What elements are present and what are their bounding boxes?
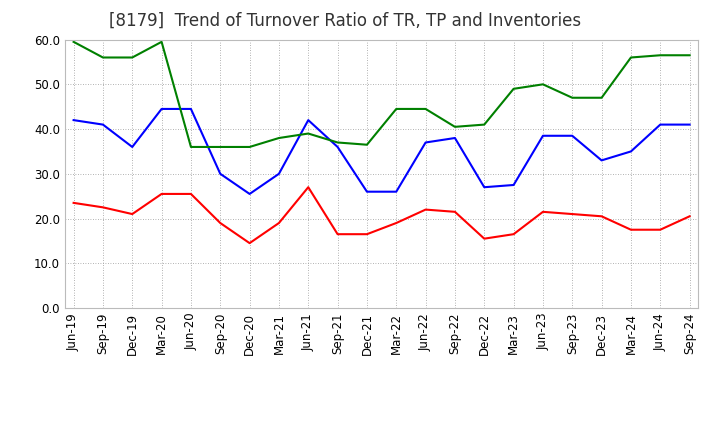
Trade Payables — [363, 189, 372, 194]
Line: Inventories: Inventories — [73, 42, 690, 147]
Trade Payables — [333, 144, 342, 150]
Line: Trade Payables: Trade Payables — [73, 109, 690, 194]
Inventories — [333, 140, 342, 145]
Inventories — [157, 39, 166, 44]
Trade Payables — [509, 182, 518, 187]
Trade Receivables — [480, 236, 489, 241]
Trade Payables — [128, 144, 137, 150]
Trade Receivables — [128, 211, 137, 216]
Text: [8179]  Trend of Turnover Ratio of TR, TP and Inventories: [8179] Trend of Turnover Ratio of TR, TP… — [109, 12, 581, 30]
Trade Payables — [598, 158, 606, 163]
Trade Payables — [568, 133, 577, 139]
Trade Payables — [480, 185, 489, 190]
Trade Receivables — [568, 211, 577, 216]
Inventories — [69, 39, 78, 44]
Inventories — [216, 144, 225, 150]
Trade Receivables — [216, 220, 225, 226]
Trade Receivables — [304, 185, 312, 190]
Inventories — [656, 53, 665, 58]
Inventories — [274, 136, 283, 141]
Trade Payables — [685, 122, 694, 127]
Inventories — [451, 124, 459, 129]
Trade Payables — [216, 171, 225, 176]
Inventories — [568, 95, 577, 100]
Trade Receivables — [246, 241, 254, 246]
Trade Receivables — [626, 227, 635, 232]
Inventories — [186, 144, 195, 150]
Trade Receivables — [363, 231, 372, 237]
Trade Receivables — [157, 191, 166, 197]
Trade Payables — [99, 122, 107, 127]
Trade Payables — [392, 189, 400, 194]
Trade Payables — [421, 140, 430, 145]
Trade Receivables — [392, 220, 400, 226]
Trade Payables — [304, 117, 312, 123]
Trade Receivables — [509, 231, 518, 237]
Inventories — [392, 106, 400, 112]
Trade Receivables — [99, 205, 107, 210]
Trade Receivables — [656, 227, 665, 232]
Inventories — [363, 142, 372, 147]
Trade Receivables — [69, 200, 78, 205]
Trade Payables — [157, 106, 166, 112]
Trade Payables — [656, 122, 665, 127]
Trade Payables — [186, 106, 195, 112]
Inventories — [246, 144, 254, 150]
Trade Payables — [451, 136, 459, 141]
Inventories — [539, 82, 547, 87]
Inventories — [480, 122, 489, 127]
Inventories — [304, 131, 312, 136]
Trade Payables — [246, 191, 254, 197]
Trade Payables — [69, 117, 78, 123]
Inventories — [421, 106, 430, 112]
Inventories — [626, 55, 635, 60]
Trade Receivables — [685, 214, 694, 219]
Trade Receivables — [333, 231, 342, 237]
Trade Payables — [539, 133, 547, 139]
Inventories — [99, 55, 107, 60]
Inventories — [598, 95, 606, 100]
Trade Receivables — [539, 209, 547, 214]
Trade Receivables — [598, 214, 606, 219]
Trade Payables — [274, 171, 283, 176]
Inventories — [509, 86, 518, 92]
Trade Receivables — [186, 191, 195, 197]
Trade Receivables — [421, 207, 430, 212]
Trade Receivables — [451, 209, 459, 214]
Trade Receivables — [274, 220, 283, 226]
Line: Trade Receivables: Trade Receivables — [73, 187, 690, 243]
Inventories — [128, 55, 137, 60]
Trade Payables — [626, 149, 635, 154]
Inventories — [685, 53, 694, 58]
